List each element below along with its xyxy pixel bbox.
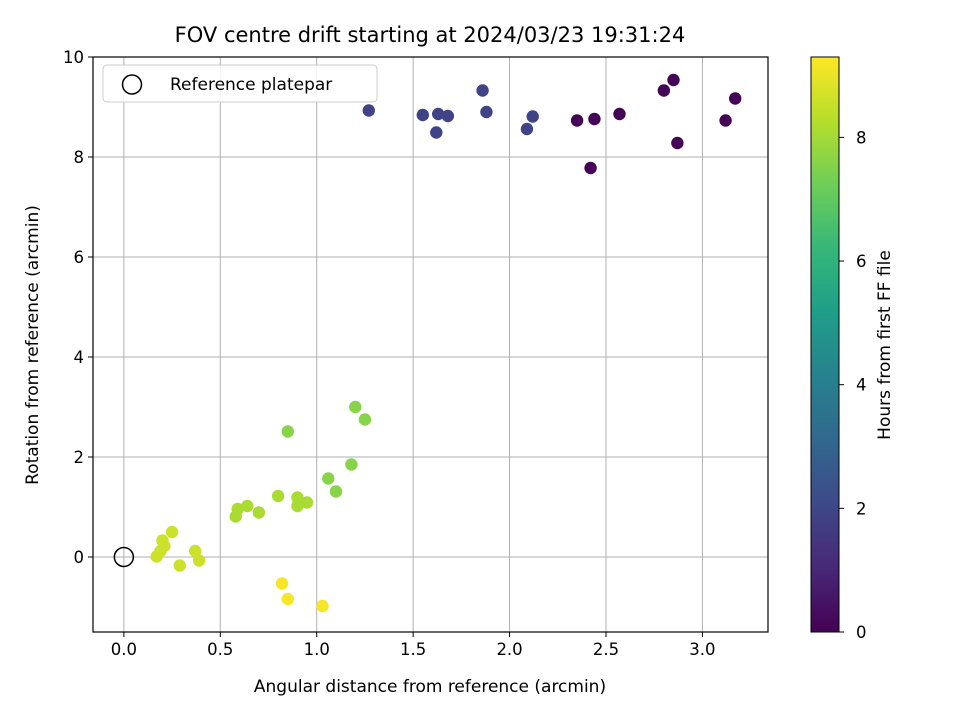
scatter-point [173, 559, 186, 572]
y-axis-label: Rotation from reference (arcmin) [23, 205, 43, 485]
colorbar-tick-label: 0 [856, 623, 867, 642]
scatter-point [241, 499, 254, 513]
scatter-point [252, 506, 266, 519]
scatter-point [584, 161, 597, 175]
x-tick-label: 1.0 [304, 640, 330, 659]
axis-ticks: 0.0 0.5 1.0 1.5 2.0 2.5 3.0 0 2 4 6 8 10 [63, 48, 716, 659]
scatter-point [275, 577, 289, 590]
scatter-point [570, 114, 584, 127]
colorbar: 0 2 4 6 8 Hours from first FF file [810, 56, 895, 642]
scatter-point [291, 491, 304, 504]
scatter-point [165, 525, 179, 539]
colorbar-tick-label: 6 [856, 252, 867, 271]
colorbar-tick-label: 2 [856, 499, 867, 518]
scatter-point [613, 107, 626, 121]
legend: Reference platepar [102, 64, 378, 103]
grid-lines [93, 56, 768, 632]
legend-box [102, 64, 378, 103]
scatter-point [480, 105, 493, 119]
colorbar-label: Hours from first FF file [875, 250, 895, 440]
scatter-point [316, 599, 329, 613]
scatter-point [416, 108, 429, 122]
scatter-point [300, 496, 314, 509]
scatter-point [271, 489, 285, 503]
colorbar-tick-label: 4 [856, 376, 867, 395]
legend-entry-reference-platepar: Reference platepar [170, 75, 332, 95]
scatter-point [329, 485, 343, 498]
x-tick-label: 3.0 [689, 640, 715, 659]
scatter-point [432, 107, 445, 121]
colorbar-gradient [810, 56, 840, 633]
scatter-point [150, 550, 163, 563]
scatter-point [362, 104, 375, 117]
scatter-point [588, 112, 601, 126]
chart-title: FOV centre drift starting at 2024/03/23 … [175, 23, 686, 47]
scatter-point [291, 499, 304, 513]
legend-reference-marker [121, 74, 143, 95]
scatter-point [430, 126, 443, 139]
scatter-point [192, 554, 206, 567]
y-tick-label: 8 [74, 148, 85, 167]
x-axis-label: Angular distance from reference (arcmin) [254, 677, 606, 697]
scatter-point [189, 544, 202, 558]
scatter-point [358, 413, 372, 426]
reference-platepar-marker [113, 546, 135, 568]
scatter-point [441, 109, 455, 123]
scatter-point [667, 73, 680, 87]
x-tick-label: 0.0 [111, 640, 137, 659]
y-tick-label: 2 [74, 448, 85, 467]
x-tick-label: 2.0 [496, 640, 522, 659]
scatter-point [322, 472, 335, 485]
x-tick-label: 1.5 [400, 640, 426, 659]
scatter-point [657, 84, 671, 97]
scatter-point [729, 92, 742, 105]
scatter-points [150, 73, 742, 613]
scatter-point [281, 425, 294, 438]
x-tick-label: 2.5 [593, 640, 619, 659]
y-tick-label: 10 [63, 48, 84, 67]
scatter-point [526, 110, 539, 123]
y-tick-label: 6 [74, 248, 85, 267]
y-tick-label: 0 [74, 548, 85, 567]
colorbar-tick-label: 8 [856, 128, 867, 147]
scatter-point [671, 136, 684, 150]
scatter-point [520, 122, 534, 136]
scatter-point [349, 400, 362, 414]
y-tick-label: 4 [74, 348, 85, 367]
scatter-point [281, 592, 294, 606]
colorbar-ticks: 0 2 4 6 8 [839, 128, 867, 642]
plot-frame [92, 56, 769, 633]
scatter-point [476, 84, 489, 97]
scatter-point [719, 114, 732, 127]
scatter-point [345, 458, 358, 471]
x-tick-label: 0.5 [207, 640, 233, 659]
scatter-point [229, 510, 242, 523]
reference-marker-layer [113, 546, 135, 568]
